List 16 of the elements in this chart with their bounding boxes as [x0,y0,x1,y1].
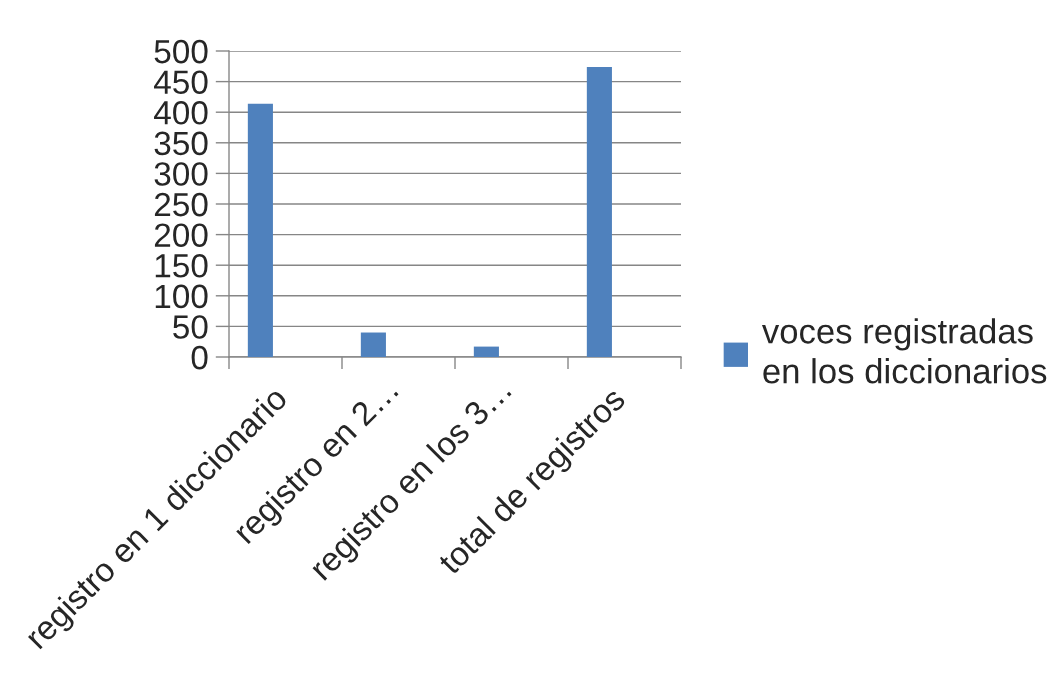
y-tick-label: 300 [154,162,208,186]
y-tick-label: 100 [155,284,208,309]
bar [586,66,612,357]
y-tick-label: 50 [173,315,208,339]
bar [247,103,273,357]
y-tick-label: 450 [154,70,208,95]
y-tick-label: 350 [154,131,208,156]
bar [473,346,499,357]
y-tick-label: 400 [154,101,208,125]
y-tick-label: 500 [154,39,208,64]
legend-label: voces registradas en los diccionarios [761,318,1047,384]
y-tick-label: 200 [154,223,208,248]
y-tick-label: 150 [155,254,208,278]
y-tick-label: 0 [191,345,208,370]
bar [360,332,386,357]
y-tick-label: 250 [154,192,208,217]
